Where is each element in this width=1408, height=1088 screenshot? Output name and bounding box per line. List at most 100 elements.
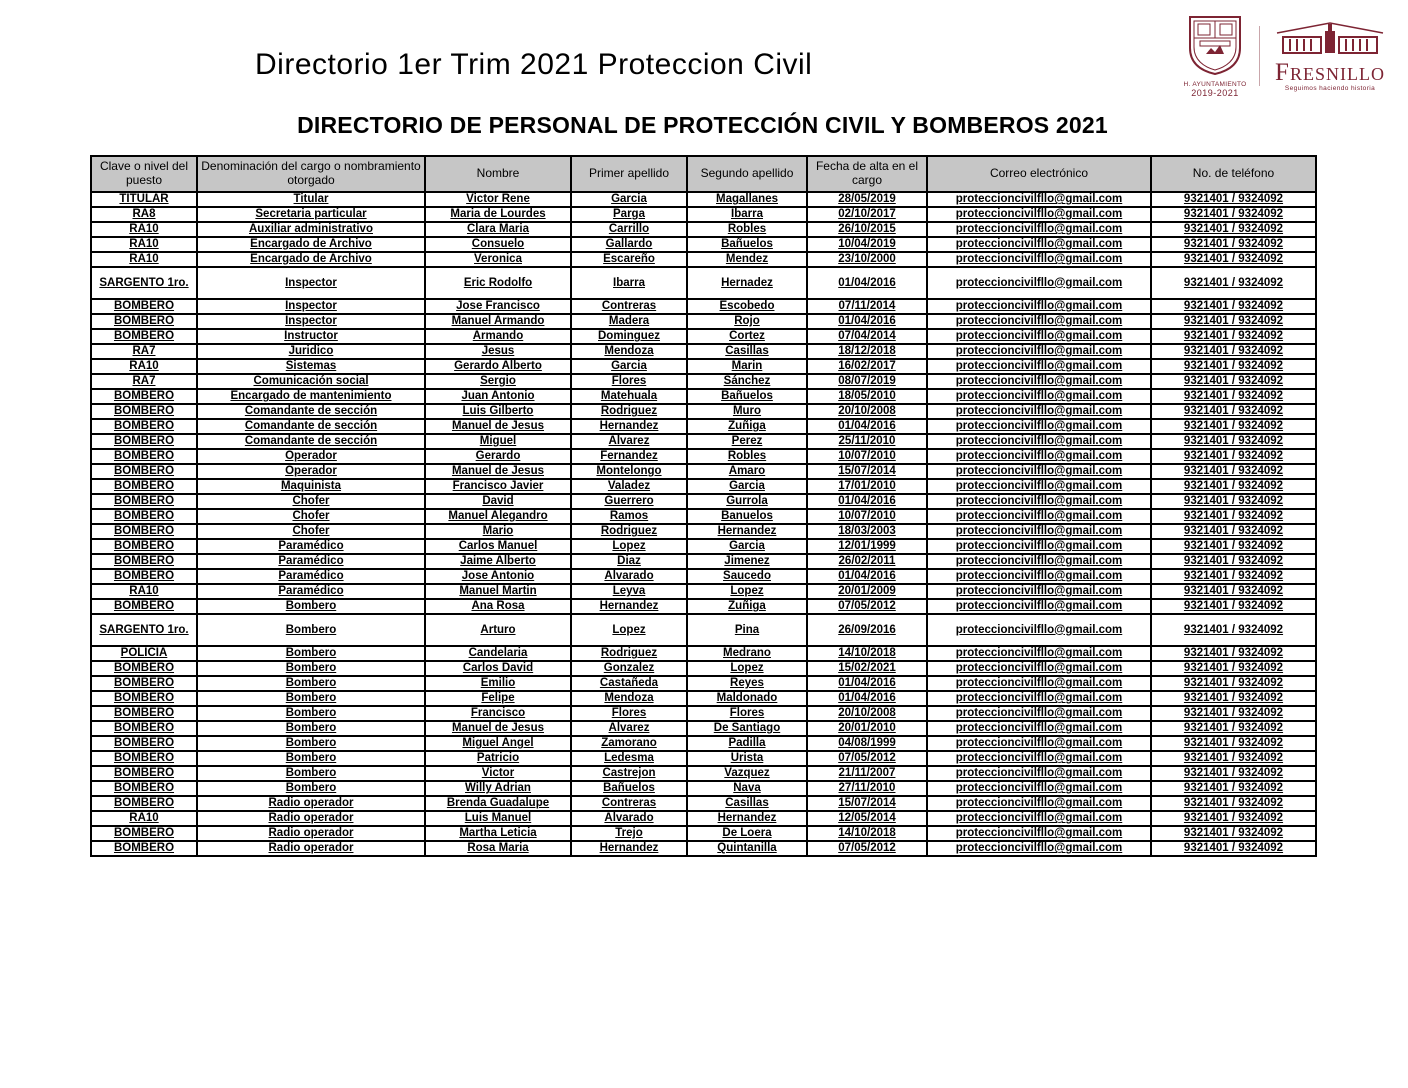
cell-clave: RA10 bbox=[90, 251, 198, 268]
cell-denominacion: Radio operador bbox=[196, 825, 426, 842]
cell-nombre: Manuel de Jesus bbox=[424, 463, 572, 480]
cell-telefono: 9321401 / 9324092 bbox=[1150, 583, 1317, 600]
cell-segundo-apellido: Medrano bbox=[686, 645, 808, 662]
cell-nombre: Francisco bbox=[424, 705, 572, 722]
cell-clave: SARGENTO 1ro. bbox=[90, 613, 198, 647]
cell-primer-apellido: Ledesma bbox=[570, 750, 688, 767]
cell-correo: proteccioncivilfllo@gmail.com bbox=[926, 598, 1152, 615]
cell-clave: RA10 bbox=[90, 583, 198, 600]
cell-telefono: 9321401 / 9324092 bbox=[1150, 675, 1317, 692]
cell-fecha-alta: 01/04/2016 bbox=[806, 313, 928, 330]
cell-clave: BOMBERO bbox=[90, 720, 198, 737]
table-row: BOMBERO Inspector Manuel Armando Madera Rojo… bbox=[90, 313, 1317, 330]
cell-correo: proteccioncivilfllo@gmail.com bbox=[926, 735, 1152, 752]
cell-nombre: Candelaria bbox=[424, 645, 572, 662]
cell-primer-apellido: Lopez bbox=[570, 613, 688, 647]
cell-correo: proteccioncivilfllo@gmail.com bbox=[926, 236, 1152, 253]
table-row: RA10 Paramédico Manuel Martin Leyva Lopez 20/… bbox=[90, 583, 1317, 600]
cell-telefono: 9321401 / 9324092 bbox=[1150, 598, 1317, 615]
directory-table: Clave o nivel del puesto Denominación de… bbox=[90, 155, 1317, 857]
cell-nombre: Carlos David bbox=[424, 660, 572, 677]
cell-correo: proteccioncivilfllo@gmail.com bbox=[926, 251, 1152, 268]
cell-denominacion: Bombero bbox=[196, 660, 426, 677]
cell-segundo-apellido: Hernadez bbox=[686, 266, 808, 300]
table-row: BOMBERO Comandante de sección Luis Gilbert… bbox=[90, 403, 1317, 420]
table-row: BOMBERO Inspector Jose Francisco Contreras E… bbox=[90, 298, 1317, 315]
cell-clave: BOMBERO bbox=[90, 568, 198, 585]
cell-clave: RA10 bbox=[90, 358, 198, 375]
cell-primer-apellido: Rodriguez bbox=[570, 523, 688, 540]
cell-nombre: Jose Francisco bbox=[424, 298, 572, 315]
cell-denominacion: Bombero bbox=[196, 750, 426, 767]
cell-segundo-apellido: Garcia bbox=[686, 478, 808, 495]
cell-telefono: 9321401 / 9324092 bbox=[1150, 343, 1317, 360]
table-row: BOMBERO Bombero Carlos David Gonzalez Lopez 1… bbox=[90, 660, 1317, 677]
cell-fecha-alta: 07/05/2012 bbox=[806, 750, 928, 767]
cell-denominacion: Encargado de Archivo bbox=[196, 236, 426, 253]
table-row: BOMBERO Paramédico Jaime Alberto Diaz Jimene… bbox=[90, 553, 1317, 570]
cell-fecha-alta: 01/04/2016 bbox=[806, 266, 928, 300]
cell-nombre: Carlos Manuel bbox=[424, 538, 572, 555]
cell-clave: TITULAR bbox=[90, 191, 198, 208]
cell-correo: proteccioncivilfllo@gmail.com bbox=[926, 388, 1152, 405]
cell-segundo-apellido: Garcia bbox=[686, 538, 808, 555]
cell-fecha-alta: 01/04/2016 bbox=[806, 493, 928, 510]
table-row: RA7 Juridico Jesus Mendoza Casillas 18/12/201… bbox=[90, 343, 1317, 360]
cell-telefono: 9321401 / 9324092 bbox=[1150, 780, 1317, 797]
cell-fecha-alta: 16/02/2017 bbox=[806, 358, 928, 375]
table-row: SARGENTO 1ro. Bombero Arturo Lopez Pina 26/09… bbox=[90, 613, 1317, 647]
cell-telefono: 9321401 / 9324092 bbox=[1150, 508, 1317, 525]
cell-nombre: Mario bbox=[424, 523, 572, 540]
cell-clave: BOMBERO bbox=[90, 765, 198, 782]
cell-segundo-apellido: Mendez bbox=[686, 251, 808, 268]
cell-nombre: Miguel bbox=[424, 433, 572, 450]
cell-clave: BOMBERO bbox=[90, 840, 198, 857]
cell-segundo-apellido: Urista bbox=[686, 750, 808, 767]
table-row: BOMBERO Paramédico Carlos Manuel Lopez Garci… bbox=[90, 538, 1317, 555]
cell-telefono: 9321401 / 9324092 bbox=[1150, 735, 1317, 752]
cell-correo: proteccioncivilfllo@gmail.com bbox=[926, 750, 1152, 767]
cell-denominacion: Comunicación social bbox=[196, 373, 426, 390]
cell-nombre: Rosa Maria bbox=[424, 840, 572, 857]
table-row: RA7 Comunicación social Sergio Flores Sánche… bbox=[90, 373, 1317, 390]
cell-fecha-alta: 10/07/2010 bbox=[806, 448, 928, 465]
fresnillo-wordmark: Fresnillo bbox=[1275, 58, 1385, 86]
cell-telefono: 9321401 / 9324092 bbox=[1150, 266, 1317, 300]
cell-fecha-alta: 18/05/2010 bbox=[806, 388, 928, 405]
cell-telefono: 9321401 / 9324092 bbox=[1150, 448, 1317, 465]
cell-primer-apellido: Ibarra bbox=[570, 266, 688, 300]
cell-clave: BOMBERO bbox=[90, 538, 198, 555]
cell-segundo-apellido: Lopez bbox=[686, 583, 808, 600]
cell-segundo-apellido: Gurrola bbox=[686, 493, 808, 510]
cell-denominacion: Radio operador bbox=[196, 840, 426, 857]
cell-primer-apellido: Madera bbox=[570, 313, 688, 330]
cell-fecha-alta: 12/05/2014 bbox=[806, 810, 928, 827]
cell-nombre: Manuel Alegandro bbox=[424, 508, 572, 525]
cell-nombre: Manuel Armando bbox=[424, 313, 572, 330]
cell-segundo-apellido: Maldonado bbox=[686, 690, 808, 707]
cell-correo: proteccioncivilfllo@gmail.com bbox=[926, 720, 1152, 737]
cell-telefono: 9321401 / 9324092 bbox=[1150, 568, 1317, 585]
cell-segundo-apellido: Hernandez bbox=[686, 810, 808, 827]
cell-denominacion: Bombero bbox=[196, 645, 426, 662]
cell-denominacion: Sistemas bbox=[196, 358, 426, 375]
cell-primer-apellido: Hernandez bbox=[570, 840, 688, 857]
cell-clave: BOMBERO bbox=[90, 388, 198, 405]
table-row: BOMBERO Comandante de sección Manuel de Je… bbox=[90, 418, 1317, 435]
cell-nombre: Arturo bbox=[424, 613, 572, 647]
cell-clave: BOMBERO bbox=[90, 690, 198, 707]
cell-primer-apellido: Dominguez bbox=[570, 328, 688, 345]
cell-fecha-alta: 20/10/2008 bbox=[806, 705, 928, 722]
cell-nombre: Luis Manuel bbox=[424, 810, 572, 827]
cell-telefono: 9321401 / 9324092 bbox=[1150, 538, 1317, 555]
cell-primer-apellido: Hernandez bbox=[570, 418, 688, 435]
cell-clave: BOMBERO bbox=[90, 508, 198, 525]
cell-clave: BOMBERO bbox=[90, 660, 198, 677]
cell-primer-apellido: Alvarez bbox=[570, 720, 688, 737]
table-row: BOMBERO Operador Manuel de Jesus Montelongo… bbox=[90, 463, 1317, 480]
cell-primer-apellido: Escareño bbox=[570, 251, 688, 268]
cell-telefono: 9321401 / 9324092 bbox=[1150, 690, 1317, 707]
col-header-nombre: Nombre bbox=[424, 155, 572, 193]
table-header: Clave o nivel del puesto Denominación de… bbox=[90, 155, 1317, 193]
cell-segundo-apellido: Muro bbox=[686, 403, 808, 420]
